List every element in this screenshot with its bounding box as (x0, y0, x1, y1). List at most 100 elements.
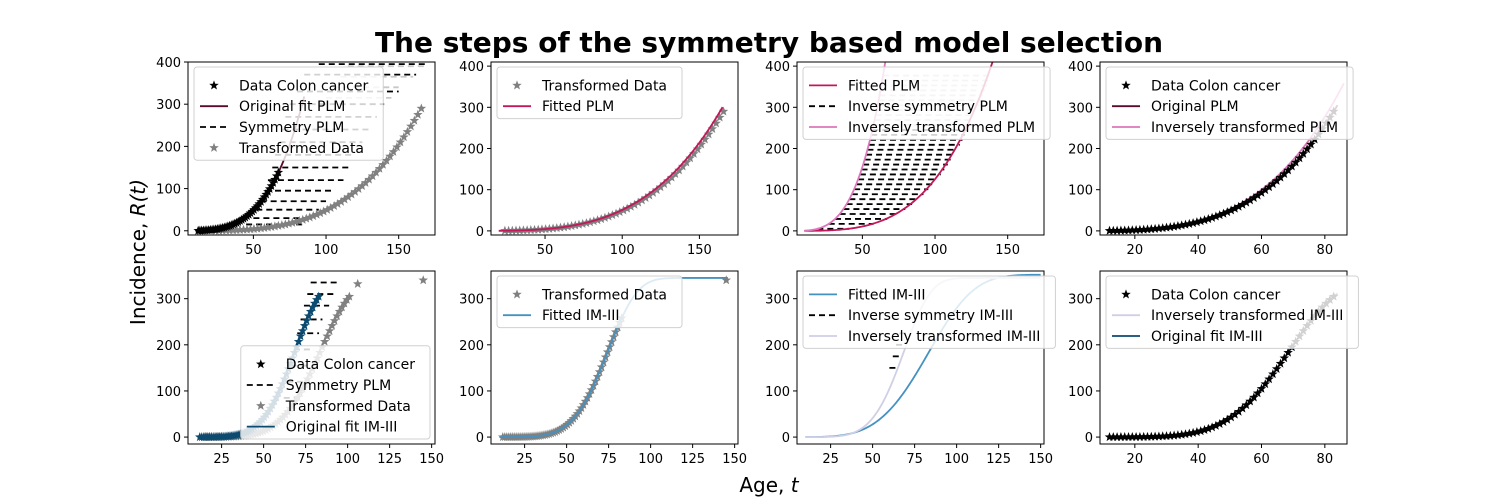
data-star (1275, 172, 1286, 182)
x-tick-label: 80 (1317, 243, 1334, 258)
data-star (1218, 208, 1229, 218)
legend-label: Inversely transformed PLM (1151, 120, 1338, 136)
x-tick-label: 100 (335, 452, 360, 467)
data-star (1108, 432, 1119, 442)
x-tick: 150 (386, 235, 411, 258)
data-star (1306, 139, 1316, 149)
x-tick-label: 50 (255, 452, 272, 467)
transformed-data-star (350, 186, 360, 196)
data-star (1123, 432, 1134, 442)
transformed-data-star (332, 311, 342, 321)
x-tick: 20 (1127, 235, 1144, 258)
chart-panel-1: 50 100 150 0 100 200 300 400 Data Colon cancer Or… (156, 56, 436, 258)
transformed-data-star (249, 223, 259, 234)
y-tick: 100 (156, 183, 188, 198)
y-tick-label: 200 (156, 140, 181, 155)
y-tick: 200 (156, 140, 188, 155)
x-tick: 125 (986, 444, 1011, 467)
transformed-data-star (670, 168, 681, 179)
x-tick-label: 20 (1127, 243, 1144, 258)
transformed-data-star (329, 315, 340, 325)
legend-box (802, 66, 1051, 140)
x-tick-label: 75 (600, 452, 617, 467)
legend-item: Inverse symmetry IM-III (809, 308, 1013, 324)
x-tick: 150 (687, 235, 712, 258)
transformed-data-star (305, 212, 315, 222)
y-tick: 0 (1085, 431, 1100, 446)
data-star (1161, 431, 1172, 441)
legend-item: Transformed Data (512, 78, 667, 94)
x-tick-label: 80 (1317, 452, 1334, 467)
data-star (1260, 185, 1271, 195)
chart-panel-3: 50 100 150 0 100 200 300 400 Fitted PLM Inverse s… (765, 60, 1051, 258)
data-star (1199, 215, 1210, 225)
y-tick: 0 (1085, 225, 1100, 240)
data-star (1203, 423, 1214, 433)
legend-item: Symmetry PLM (200, 120, 344, 136)
y-tick-label: 400 (765, 60, 790, 75)
y-tick-label: 0 (782, 431, 790, 446)
figure-title: The steps of the symmetry based model se… (375, 26, 1163, 59)
legend-label: Data Colon cancer (1151, 78, 1280, 94)
y-tick: 400 (459, 60, 491, 75)
y-tick: 400 (156, 56, 188, 71)
plot-area (498, 106, 729, 235)
data-star (1165, 222, 1176, 232)
legend-item: Fitted IM-III (809, 287, 926, 303)
legend-label: Original fit IM-III (286, 420, 398, 436)
x-axis-label: Age, t (739, 473, 799, 497)
y-tick-label: 100 (765, 385, 790, 400)
y-tick-label: 400 (459, 60, 484, 75)
data-star (1245, 195, 1255, 205)
transformed-data-star (406, 121, 416, 131)
x-tick: 50 (854, 235, 871, 258)
transformed-data-star (280, 219, 291, 229)
data-star (1260, 379, 1271, 389)
data-star (1188, 427, 1198, 437)
x-tick-label: 125 (986, 452, 1011, 467)
data-star (1241, 400, 1252, 410)
data-star (1271, 363, 1282, 373)
y-tick-label: 200 (459, 339, 484, 354)
transformed-data-star (324, 325, 335, 335)
legend-label: Transformed Data (541, 287, 667, 303)
transformed-data-star (352, 278, 363, 288)
legend-box (1105, 66, 1354, 140)
data-star (1180, 219, 1191, 229)
y-tick-label: 100 (1068, 184, 1093, 199)
transformed-data-star (378, 159, 388, 169)
data-star (1230, 203, 1240, 213)
legend-item: Inversely transformed PLM (1112, 120, 1338, 136)
legend: Data Colon cancer Original fit PLM Symmetr… (193, 66, 384, 161)
transformed-data-star (392, 142, 402, 152)
x-tick: 60 (1253, 235, 1270, 258)
legend-label: Symmetry PLM (239, 120, 344, 136)
x-tick: 40 (1190, 235, 1206, 258)
transformed-data-star (325, 202, 336, 212)
data-star (1161, 222, 1172, 232)
legend-item: Data Colon cancer (209, 78, 368, 94)
x-tick-label: 40 (1190, 452, 1207, 467)
transformed-data-star (259, 222, 270, 232)
x-tick: 150 (1028, 444, 1053, 467)
fitted-plm-line (498, 106, 724, 232)
y-tick: 200 (156, 339, 188, 354)
data-star (1264, 182, 1274, 192)
transformed-data-star (655, 182, 666, 192)
transformed-data-star (235, 224, 245, 234)
data-star (1195, 426, 1206, 436)
legend-box (802, 275, 1056, 349)
data-star (1233, 201, 1244, 211)
data-star (1252, 388, 1263, 398)
data-star (1116, 432, 1126, 442)
y-tick-label: 0 (173, 431, 181, 446)
data-star (1131, 431, 1141, 442)
transformed-data-star (402, 126, 413, 136)
data-star (1237, 199, 1248, 209)
data-star (1127, 225, 1138, 235)
data-star (1119, 432, 1130, 442)
data-star (1173, 430, 1183, 440)
axes-frame (187, 61, 436, 236)
transformed-data-star (640, 192, 651, 202)
